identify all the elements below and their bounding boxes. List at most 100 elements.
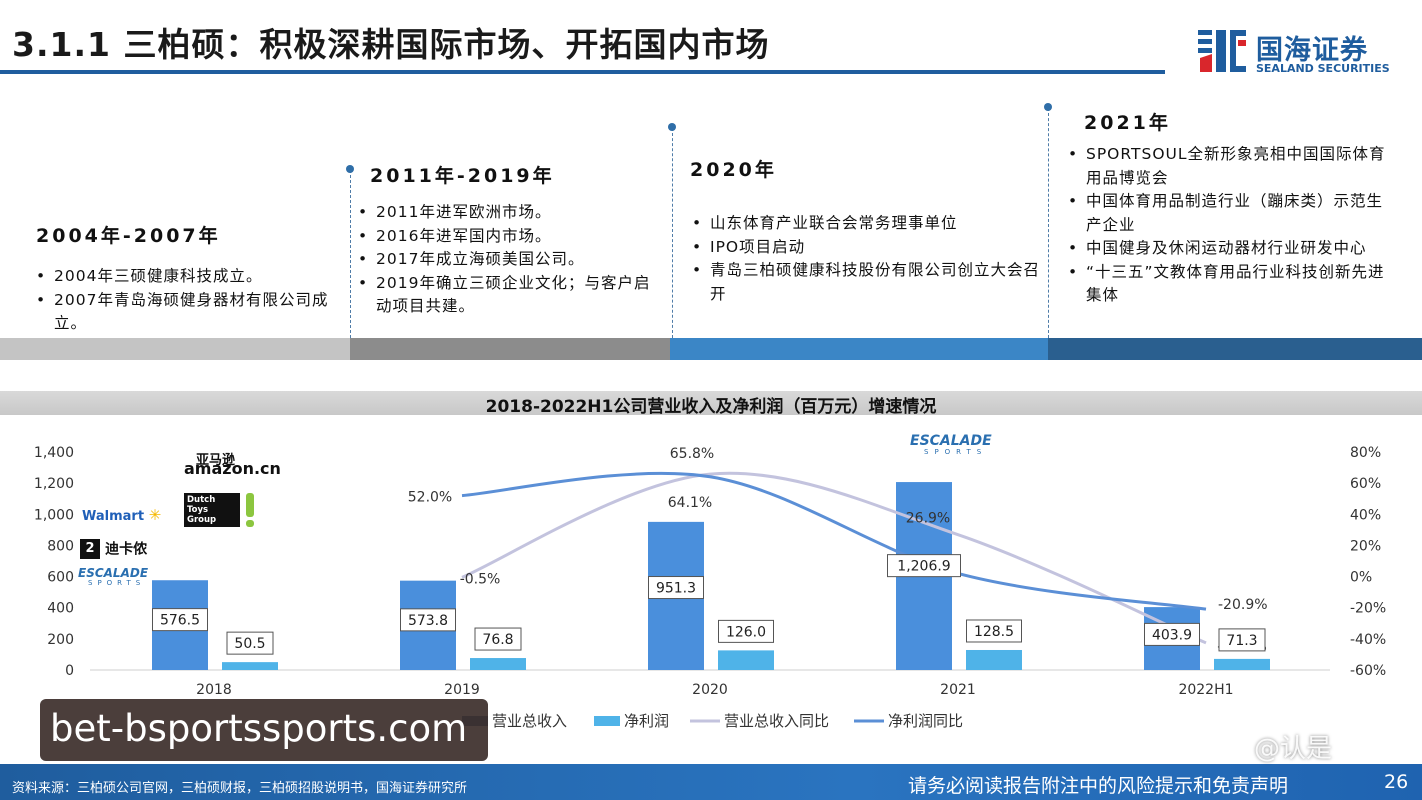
timeline-items: 2004年三硕健康科技成立。 2007年青岛海硕健身器材有限公司成立。 [34,265,346,336]
timeline-period: 2020年 [690,159,777,181]
net-profit-yoy-label: -20.9% [1218,597,1268,613]
right-axis-tick-label: -20% [1350,601,1386,617]
decathlon-logo-text: 迪卡侬 [105,541,148,558]
timeline-segment-bar [350,338,670,360]
revenue-bar-label-box [400,608,456,632]
escalade-text: ESCALADE [78,566,149,580]
right-axis-tick-label: 20% [1350,538,1381,554]
right-axis-tick-label: -40% [1350,632,1386,648]
timeline-item: 2007年青岛海硕健身器材有限公司成立。 [34,289,346,336]
net-profit-bar [470,658,526,670]
legend-swatch [594,716,620,726]
x-axis-tick-label: 2019 [444,682,480,698]
revenue-bar-label: 1,206.9 [897,559,950,575]
net-profit-bar-label: 71.3 [1226,633,1257,649]
x-axis-tick-label: 2021 [940,682,976,698]
x-axis-tick-label: 2018 [196,682,232,698]
amazon-logo: amazon.cn [184,459,281,478]
legend-label: 营业总收入 [492,712,567,730]
walmart-logo-text: Walmart [82,509,145,524]
net-profit-bar-label-box [966,619,1022,643]
left-axis-tick-label: 200 [47,632,74,648]
legend-label: 净利润 [624,712,669,730]
timeline-period: 2004年-2007年 [36,225,221,247]
timeline-items: SPORTSOUL全新形象亮相中国国际体育用品博览会 中国体育用品制造行业（蹦床… [1066,143,1390,308]
sealand-logo-icon [1198,30,1246,72]
dutch-toys-exclamation-icon [246,493,256,527]
timeline-item: 2019年确立三硕企业文化；与客户启动项目共建。 [356,272,666,319]
timeline-dot [668,123,676,131]
timeline-item: 2011年进军欧洲市场。 [356,201,666,225]
revenue-bar-label: 576.5 [160,613,200,629]
net-profit-bar [1214,658,1270,670]
right-axis-tick-label: 60% [1350,476,1381,492]
escalade-sub: SPORTS [924,448,988,456]
decathlon-logo: 2 迪卡侬 [80,538,147,559]
net-profit-bar-label-box [474,627,522,651]
timeline-item: 山东体育产业联合会常务理事单位 [690,212,1042,236]
footer-disclaimer: 请务必阅读报告附注中的风险提示和免责声明 [908,775,1289,797]
left-axis-tick-label: 600 [47,570,74,586]
slide-title: 3.1.1 三柏硕：积极深耕国际市场、开拓国内市场 [12,25,770,64]
left-axis-tick-label: 1,000 [34,507,74,523]
revenue-bar-label-box [648,576,704,600]
escalade-logo-left: ESCALADE SPORTS [78,566,149,588]
timeline-dot [346,165,354,173]
timeline-connector [1048,108,1049,338]
left-axis-tick-label: 0 [65,663,74,679]
net-profit-bar-label-box [1218,628,1266,652]
net-profit-yoy-label: 52.0% [408,490,452,506]
dutch-toys-group-logo: Dutch Toys Group [184,493,240,527]
timeline-items: 山东体育产业联合会常务理事单位 IPO项目启动 青岛三柏硕健康科技股份有限公司创… [690,212,1042,306]
revenue-yoy-label: 65.8% [670,446,714,462]
timeline-connector [350,170,351,338]
net-profit-bar [718,650,774,670]
net-profit-bar [966,649,1022,670]
timeline-segment-bar [670,338,1048,360]
revenue-profit-chart: 0 200 400 600 800 1,000 1,200 1,400 -60% -40% -20%… [34,445,1386,730]
net-profit-bar-label: 126.0 [726,624,766,640]
revenue-bar-label: 951.3 [656,581,696,597]
timeline-item: 青岛三柏硕健康科技股份有限公司创立大会召开 [690,259,1042,306]
left-axis-tick-label: 1,200 [34,476,74,492]
revenue-yoy-line [461,471,1207,645]
net-profit-yoy-line [461,471,1207,611]
right-axis-tick-label: 80% [1350,445,1381,461]
timeline-connector [672,128,673,338]
corner-watermark: @认是 [1254,734,1333,764]
legend-label: 营业总收入同比 [724,712,829,730]
sealand-logo: 国海证券 SEALAND SECURITIES [1196,26,1396,80]
right-axis-tick-label: 0% [1350,570,1372,586]
net-profit-bar-label-box [718,619,774,643]
timeline-item: “十三五”文教体育用品行业科技创新先进集体 [1066,261,1390,308]
net-profit-yoy-label: 64.1% [668,495,712,511]
amazon-logo-cn: 亚马逊 [196,453,236,468]
timeline-item: 中国健身及休闲运动器材行业研发中心 [1066,237,1390,261]
net-profit-bar [222,662,278,670]
logo-name-en: SEALAND SECURITIES [1256,62,1390,75]
watermark-banner: bet-bsportssports.com [40,699,488,761]
left-axis-tick-label: 400 [47,601,74,617]
escalade-logo-2021: ESCALADE SPORTS [910,433,992,458]
revenue-bar-label-box [887,554,961,578]
left-axis-tick-label: 800 [47,538,74,554]
escalade-sub: SPORTS [88,579,146,587]
dutch-toys-line: Group [187,515,217,525]
dutch-toys-line: Dutch [187,495,216,505]
left-axis-tick-label: 1,400 [34,445,74,461]
timeline-dot [1044,103,1052,111]
title-underline [0,70,1165,74]
revenue-bar-label: 403.9 [1152,627,1192,643]
timeline-period: 2021年 [1084,112,1171,134]
timeline-item: 2004年三硕健康科技成立。 [34,265,346,289]
escalade-text: ESCALADE [910,433,992,449]
timeline-item: 2016年进军国内市场。 [356,225,666,249]
chart-title: 2018-2022H1公司营业收入及净利润（百万元）增速情况 [485,397,937,417]
footer-bar: 资料来源：三柏硕公司官网，三柏硕财报，三柏硕招股说明书，国海证券研究所 请务必阅… [0,764,1422,800]
page-number: 26 [1384,771,1409,793]
watermark-text: bet-bsportssports.com [50,707,468,750]
revenue-yoy-label: 26.9% [906,511,950,527]
timeline-item: SPORTSOUL全新形象亮相中国国际体育用品博览会 [1066,143,1390,190]
revenue-yoy-label: -0.5% [460,571,501,587]
right-axis-tick-label: -60% [1350,663,1386,679]
